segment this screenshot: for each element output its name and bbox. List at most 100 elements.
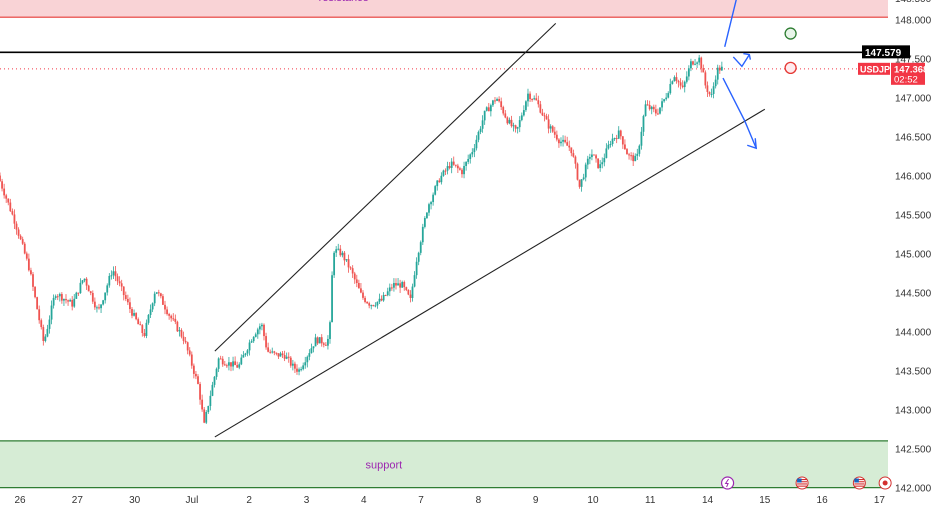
candle-body <box>529 93 531 100</box>
bearish-projection-arrow <box>722 77 757 149</box>
candle <box>289 356 292 368</box>
candle <box>240 354 243 366</box>
candle-body <box>271 351 274 353</box>
candle-body <box>69 299 72 302</box>
candle-body <box>116 276 119 282</box>
candle <box>207 405 210 414</box>
symbol-label-box <box>858 62 890 75</box>
candle-body <box>471 152 474 155</box>
candle <box>48 315 51 334</box>
red-circle-marker <box>784 61 797 75</box>
candle <box>219 355 222 360</box>
candle-body <box>694 63 696 65</box>
candle-body <box>50 305 53 320</box>
candle <box>393 278 395 292</box>
candle-body <box>201 399 204 410</box>
candle <box>415 257 418 279</box>
time-tick-label: 8 <box>476 495 482 506</box>
candle <box>516 126 519 134</box>
candle <box>510 115 513 128</box>
candle <box>467 154 470 165</box>
candle-body <box>151 303 154 310</box>
candle-body <box>248 342 251 351</box>
candle-body <box>407 289 410 295</box>
candle <box>19 234 22 241</box>
candle <box>708 91 711 97</box>
candle-body <box>112 271 115 276</box>
candle <box>104 292 107 304</box>
candle-body <box>180 330 183 337</box>
candle <box>630 152 633 161</box>
candle <box>401 280 404 288</box>
candle <box>244 352 247 357</box>
candle <box>434 184 437 196</box>
candle-body <box>345 259 348 261</box>
candle <box>271 347 274 354</box>
candle-body <box>246 350 249 354</box>
candle-body <box>261 324 263 327</box>
candle-body <box>333 252 336 276</box>
candle <box>190 351 193 369</box>
candle-body <box>558 139 560 144</box>
candle-body <box>192 365 195 374</box>
candle <box>700 56 703 73</box>
candle <box>42 324 45 346</box>
candle <box>553 126 556 139</box>
candle <box>582 173 585 181</box>
candle-body <box>423 218 426 227</box>
candle-body <box>642 116 645 132</box>
candle-body <box>494 100 496 102</box>
candle <box>114 265 117 282</box>
candle <box>681 80 684 89</box>
candle-body <box>564 139 567 143</box>
candle-body <box>287 356 290 358</box>
price-tick-label-top: 148.500 <box>895 0 932 5</box>
candle <box>267 342 270 353</box>
candle-body <box>159 293 162 297</box>
candle <box>537 95 540 108</box>
candle <box>621 135 624 149</box>
candle-body <box>89 291 92 293</box>
candle <box>73 294 76 308</box>
candle-body <box>199 383 201 400</box>
candle-body <box>452 161 455 165</box>
flag-stripe <box>797 485 808 487</box>
candle <box>690 58 692 72</box>
candle-body <box>481 120 484 129</box>
candle-body <box>397 283 399 286</box>
candle <box>432 192 435 206</box>
candle <box>506 116 509 125</box>
candle <box>87 284 90 292</box>
candle <box>494 97 496 104</box>
candle <box>386 287 389 297</box>
candle-body <box>98 307 100 309</box>
candle <box>591 149 593 161</box>
candle-body <box>527 93 529 102</box>
candle-body <box>254 334 257 337</box>
candle <box>372 304 375 307</box>
candle-body <box>242 354 245 358</box>
candle <box>562 135 564 147</box>
candle <box>333 250 336 278</box>
candle-body <box>562 139 564 142</box>
candle <box>304 356 307 369</box>
candle-body <box>267 347 270 352</box>
candle <box>215 367 218 380</box>
price-tick-label: 144.000 <box>895 328 932 339</box>
candle-body <box>492 100 494 106</box>
candle-body <box>3 188 6 196</box>
candle-body <box>597 158 600 169</box>
candle <box>349 266 352 271</box>
candle-body <box>586 158 589 165</box>
candle-body <box>681 85 684 88</box>
candle <box>343 251 346 266</box>
candle-body <box>370 305 373 307</box>
candle-body <box>516 127 519 129</box>
candle <box>570 147 573 157</box>
candle-body <box>339 248 342 256</box>
candle-body <box>708 91 711 95</box>
candle <box>157 289 160 297</box>
price-tick-label: 148.000 <box>895 16 932 27</box>
candle <box>230 362 232 372</box>
